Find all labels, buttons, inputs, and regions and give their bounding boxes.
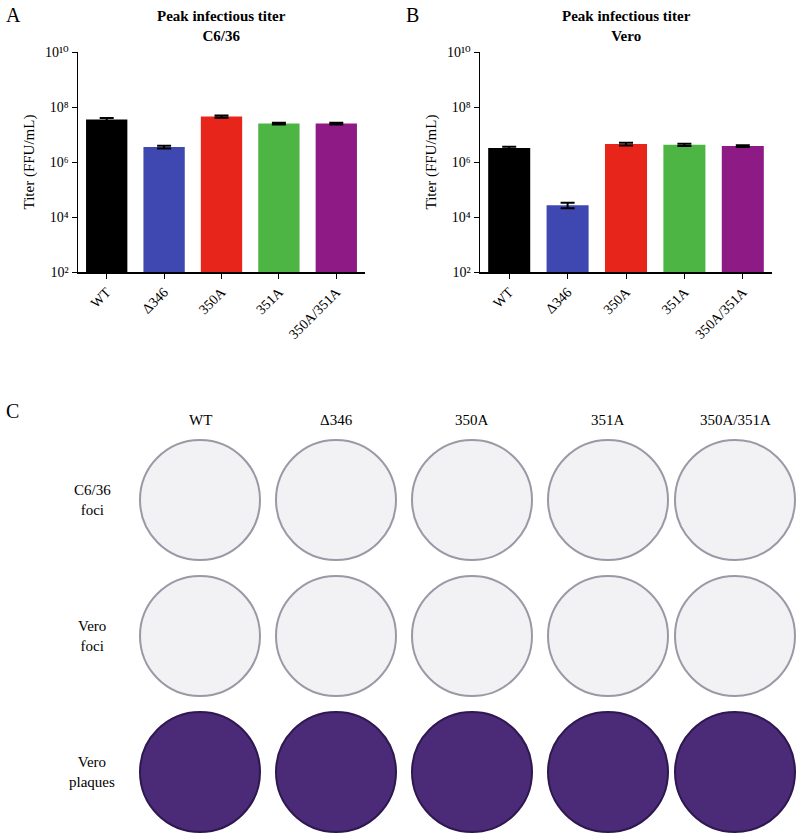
- svg-text:10¹⁰: 10¹⁰: [45, 45, 69, 60]
- svg-text:WT: WT: [189, 412, 212, 428]
- svg-text:350A: 350A: [600, 284, 633, 317]
- svg-text:10⁶: 10⁶: [452, 155, 471, 170]
- svg-text:10⁸: 10⁸: [50, 100, 69, 115]
- svg-text:A: A: [6, 4, 21, 26]
- svg-text:WT: WT: [490, 284, 516, 310]
- svg-text:351A: 351A: [591, 412, 625, 428]
- svg-text:C6/36foci: C6/36foci: [74, 482, 111, 518]
- svg-text:B: B: [406, 4, 419, 26]
- svg-text:Peak infectious titerC6/36: Peak infectious titerC6/36: [157, 8, 286, 44]
- svg-text:350A/351A: 350A/351A: [693, 284, 751, 342]
- svg-text:Δ346: Δ346: [543, 285, 575, 317]
- svg-text:351A: 351A: [253, 284, 286, 317]
- svg-text:350A/351A: 350A/351A: [700, 412, 771, 428]
- svg-text:10⁴: 10⁴: [452, 210, 471, 225]
- svg-text:Peak infectious titerVero: Peak infectious titerVero: [562, 8, 691, 44]
- svg-text:10⁶: 10⁶: [50, 155, 69, 170]
- svg-text:Veroplaques: Veroplaques: [69, 754, 115, 790]
- svg-text:10⁸: 10⁸: [452, 100, 471, 115]
- svg-text:10²: 10²: [452, 265, 470, 280]
- svg-text:Titer (FFU/mL): Titer (FFU/mL): [21, 115, 38, 210]
- svg-text:351A: 351A: [659, 284, 692, 317]
- svg-text:10¹⁰: 10¹⁰: [447, 45, 471, 60]
- svg-text:WT: WT: [88, 284, 114, 310]
- svg-text:10⁴: 10⁴: [50, 210, 69, 225]
- svg-text:Δ346: Δ346: [320, 412, 353, 428]
- svg-text:350A/351A: 350A/351A: [286, 284, 344, 342]
- svg-text:Verofoci: Verofoci: [78, 618, 106, 654]
- svg-text:350A: 350A: [196, 284, 229, 317]
- svg-text:Titer (FFU/mL): Titer (FFU/mL): [423, 115, 440, 210]
- svg-text:10²: 10²: [50, 265, 68, 280]
- svg-text:350A: 350A: [455, 412, 489, 428]
- svg-text:C: C: [6, 400, 19, 422]
- svg-text:Δ346: Δ346: [139, 285, 171, 317]
